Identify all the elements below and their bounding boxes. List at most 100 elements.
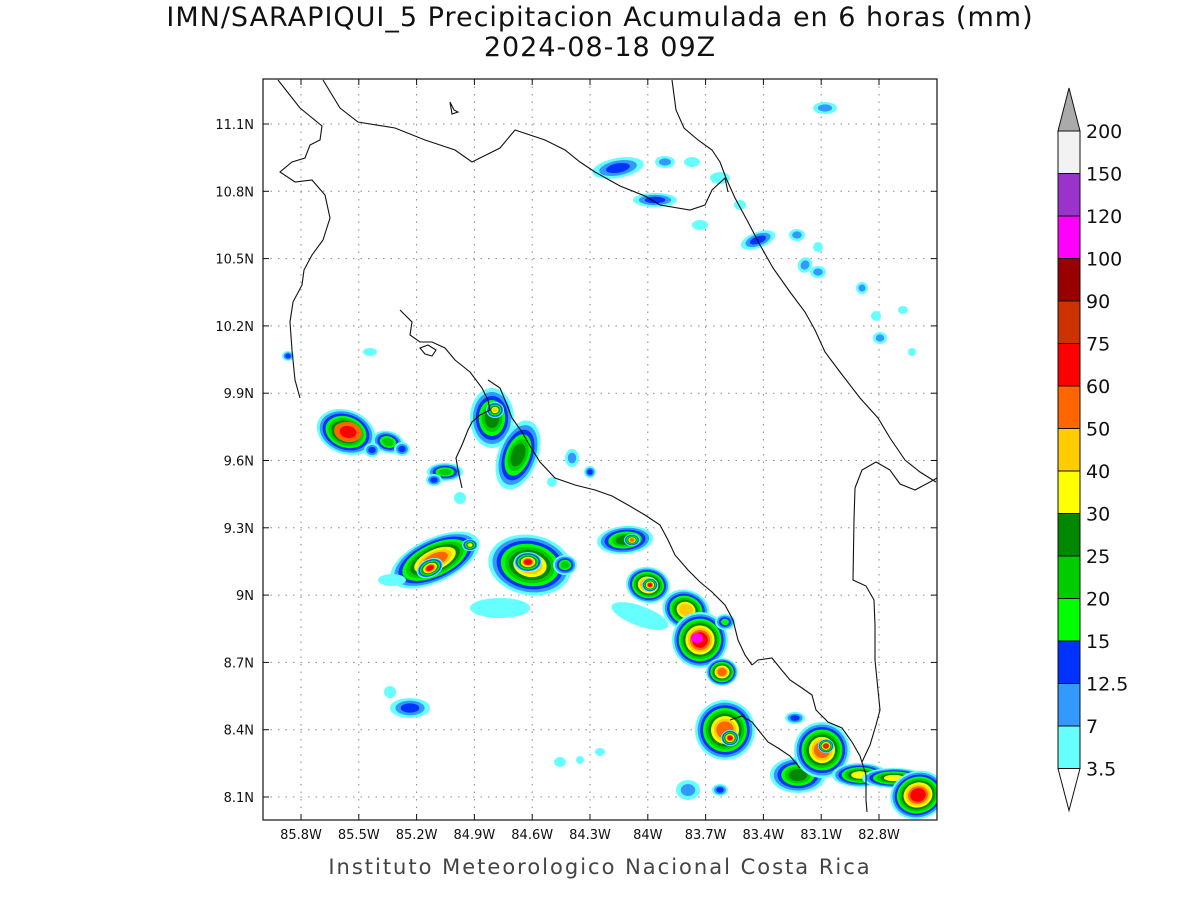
colorbar-segment (1057, 598, 1081, 642)
precip-cell (692, 220, 708, 230)
precip-cell (712, 784, 728, 796)
precip-cell (584, 466, 596, 478)
colorbar-segment (1057, 215, 1081, 259)
colorbar: 3.5 7 12.5 15 20 25 30 40 50 60 75 90 100 120 150 200 (1057, 87, 1128, 813)
precip-cell (908, 348, 916, 356)
colorbar-segment (1057, 555, 1081, 599)
map-gridlines (263, 79, 937, 820)
colorbar-label: 20 (1086, 589, 1110, 611)
precip-cell (818, 739, 834, 753)
map-timestamp: 2024-08-18 09Z (483, 32, 717, 63)
colorbar-segment (1057, 130, 1081, 174)
lat-tick-label: 10.5N (215, 253, 254, 268)
colorbar-segment (1057, 470, 1081, 514)
colorbar-segment (1057, 385, 1081, 429)
lon-tick-label: 83.7W (685, 828, 727, 843)
precip-cell (576, 756, 584, 764)
colorbar-overflow-arrow (1057, 87, 1081, 132)
institution-credit: Instituto Meteorologico Nacional Costa R… (328, 855, 872, 879)
colorbar-label: 60 (1086, 376, 1110, 398)
colorbar-label: 75 (1086, 334, 1110, 356)
precip-cell (734, 200, 746, 210)
precip-cell (363, 348, 377, 356)
colorbar-segment (1057, 725, 1081, 769)
lon-tick-label: 85.5W (338, 828, 380, 843)
precip-cell (655, 156, 675, 168)
colorbar-segment (1057, 258, 1081, 302)
precip-cell (832, 763, 888, 787)
precip-cell (873, 332, 887, 344)
coastline-borders (277, 79, 937, 813)
colorbar-label: 25 (1086, 546, 1110, 568)
lat-tick-label: 11.1N (215, 118, 254, 133)
latitude-tick-labels: 11.1N 10.8N 10.5N 10.2N 9.9N 9.6N 9.3N 9N 8.7N 8.… (215, 118, 254, 806)
precip-cell (813, 242, 823, 252)
precipitation-field (282, 102, 937, 820)
precip-cell (721, 730, 739, 746)
colorbar-label: 12.5 (1086, 674, 1128, 696)
precip-cell (364, 443, 380, 457)
colorbar-label: 15 (1086, 631, 1110, 653)
precip-cell (454, 492, 466, 504)
colorbar-label: 120 (1086, 206, 1122, 228)
colorbar-segment (1057, 428, 1081, 472)
colorbar-segment (1057, 300, 1081, 344)
precip-cell (495, 420, 541, 490)
map-title: IMN/SARAPIQUI_5 Precipitacion Acumulada … (166, 2, 1034, 33)
lon-tick-label: 84.3W (569, 828, 611, 843)
precip-cell (684, 157, 700, 167)
lat-tick-label: 10.8N (215, 185, 254, 200)
precip-cell (554, 757, 566, 767)
precip-cell (378, 574, 406, 586)
colorbar-segment (1057, 343, 1081, 387)
precip-cell (462, 539, 478, 551)
colorbar-label: 200 (1086, 121, 1122, 143)
precip-cell (676, 780, 700, 800)
map-frame (262, 78, 938, 821)
precip-cell (715, 614, 735, 630)
colorbar-segment (1057, 640, 1081, 684)
precip-cell (394, 442, 410, 456)
colorbar-label: 30 (1086, 504, 1110, 526)
precip-cell (486, 402, 504, 418)
precip-cell (565, 449, 579, 467)
lon-tick-label: 85.2W (396, 828, 438, 843)
colorbar-label: 90 (1086, 291, 1110, 313)
longitude-tick-labels: 85.8W 85.5W 85.2W 84.9W 84.6W 84.3W 84W 83.7W 83… (280, 828, 900, 843)
precip-cell (691, 633, 703, 643)
precip-cell (642, 578, 658, 592)
precip-cell (592, 157, 644, 179)
lat-tick-label: 8.7N (224, 656, 254, 671)
precip-cell (797, 257, 813, 273)
precip-cell (785, 712, 805, 724)
lat-tick-label: 9.9N (224, 387, 254, 402)
lat-tick-label: 9.6N (224, 455, 254, 470)
colorbar-label: 40 (1086, 461, 1110, 483)
colorbar-segment (1057, 513, 1081, 557)
precip-cell (611, 602, 669, 630)
colorbar-label: 3.5 (1086, 759, 1116, 781)
lat-tick-label: 9.3N (224, 522, 254, 537)
precip-cell (890, 770, 937, 820)
colorbar-label: 150 (1086, 164, 1122, 186)
lat-tick-label: 9N (236, 589, 254, 604)
lon-tick-label: 84.9W (453, 828, 495, 843)
precip-cell (426, 474, 442, 486)
precip-cell (871, 311, 881, 321)
lon-tick-label: 83.4W (742, 828, 784, 843)
lat-tick-label: 10.2N (215, 320, 254, 335)
precip-cell (547, 477, 557, 487)
precip-cell (813, 102, 837, 114)
precip-cell (470, 388, 514, 448)
precip-cell (624, 534, 640, 546)
precip-cell (789, 229, 805, 241)
colorbar-underflow-arrow (1057, 768, 1081, 813)
lat-tick-label: 8.4N (224, 724, 254, 739)
precip-cell (595, 748, 605, 756)
precip-cell (706, 658, 738, 686)
precip-cell (390, 698, 430, 718)
precip-cell (898, 306, 908, 314)
lon-tick-label: 84.6W (511, 828, 553, 843)
precip-cell (856, 282, 868, 294)
